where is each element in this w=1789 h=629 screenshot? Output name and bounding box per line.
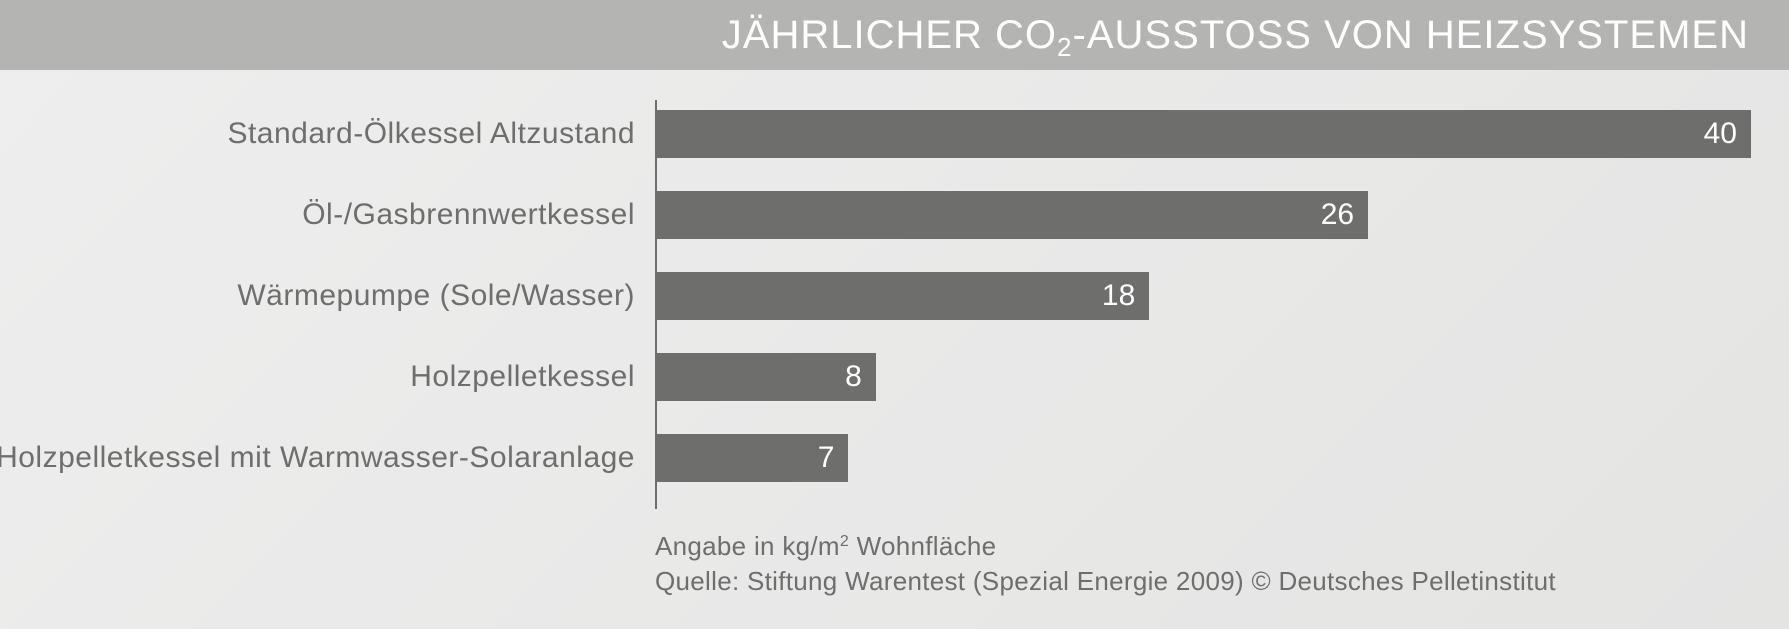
footer-units-pre: Angabe in kg/m: [655, 531, 840, 561]
bar-label: Holzpelletkessel mit Warmwasser-Solaranl…: [0, 441, 635, 475]
chart-page: JÄHRLICHER CO2-AUSSTOSS VON HEIZSYSTEMEN…: [0, 0, 1789, 629]
bar: 8: [657, 353, 876, 401]
chart-title: JÄHRLICHER CO2-AUSSTOSS VON HEIZSYSTEMEN: [722, 13, 1749, 58]
footer-units: Angabe in kg/m2 Wohnfläche: [655, 529, 1556, 564]
title-post: -AUSSTOSS VON HEIZSYSTEMEN: [1073, 13, 1750, 57]
bar-row: Holzpelletkessel 8: [0, 353, 1749, 401]
bar-value: 26: [1321, 198, 1354, 232]
footer-source: Quelle: Stiftung Warentest (Spezial Ener…: [655, 564, 1556, 599]
bar-row: Öl-/Gasbrennwertkessel 26: [0, 191, 1749, 239]
bar-label: Holzpelletkessel: [410, 360, 635, 394]
bar-value: 18: [1102, 279, 1135, 313]
footer-units-sup: 2: [840, 533, 849, 550]
bar-label: Standard-Ölkessel Altzustand: [227, 117, 635, 151]
bar: 18: [657, 272, 1149, 320]
bar-row: Standard-Ölkessel Altzustand 40: [0, 110, 1749, 158]
chart-area: Standard-Ölkessel Altzustand 40 Öl-/Gasbre…: [0, 100, 1749, 509]
bar-value: 40: [1704, 117, 1737, 151]
bar-value: 7: [818, 441, 835, 475]
chart-footer: Angabe in kg/m2 Wohnfläche Quelle: Stift…: [655, 529, 1556, 599]
bar: 40: [657, 110, 1751, 158]
bar-value: 8: [845, 360, 862, 394]
bar-row: Holzpelletkessel mit Warmwasser-Solaranl…: [0, 434, 1749, 482]
footer-units-post: Wohnfläche: [849, 531, 996, 561]
title-sub: 2: [1057, 32, 1072, 62]
bar: 26: [657, 191, 1368, 239]
bar: 7: [657, 434, 848, 482]
title-pre: JÄHRLICHER CO: [722, 13, 1057, 57]
bar-label: Wärmepumpe (Sole/Wasser): [237, 279, 635, 313]
bar-row: Wärmepumpe (Sole/Wasser) 18: [0, 272, 1749, 320]
title-bar: JÄHRLICHER CO2-AUSSTOSS VON HEIZSYSTEMEN: [0, 0, 1789, 70]
bar-label: Öl-/Gasbrennwertkessel: [302, 198, 635, 232]
